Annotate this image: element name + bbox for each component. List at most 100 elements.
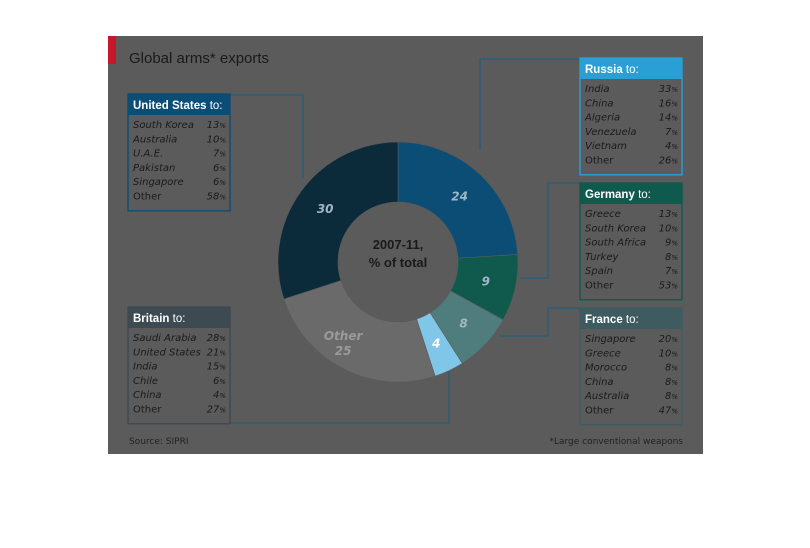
panel-title: Britain to: — [133, 313, 185, 325]
share-value: 10% — [207, 134, 227, 145]
destination-spain: Spain — [585, 266, 613, 277]
share-value: 16% — [659, 98, 679, 109]
connector-us — [229, 94, 304, 178]
destination-other: Other — [585, 281, 614, 292]
share-value: 8% — [665, 252, 678, 263]
share-value: 33% — [659, 84, 679, 95]
share-value: 15% — [207, 362, 227, 373]
share-value: 27% — [207, 405, 227, 416]
destination-india: India — [133, 362, 158, 373]
share-value: 7% — [213, 149, 226, 160]
destination-singapore: Singapore — [133, 177, 184, 188]
destination-south-korea: South Korea — [585, 223, 646, 234]
destination-pakistan: Pakistan — [133, 163, 175, 174]
slice-russia — [397, 141, 519, 259]
destination-saudi-arabia: Saudi Arabia — [133, 333, 196, 344]
destination-vietnam: Vietnam — [585, 141, 627, 152]
connector-germany — [520, 182, 580, 279]
destination-india: India — [585, 84, 610, 95]
destination-turkey: Turkey — [585, 252, 619, 263]
share-value: 9% — [665, 238, 678, 249]
connector-france — [500, 307, 580, 337]
panel-header — [580, 308, 682, 329]
share-value: 7% — [665, 266, 678, 277]
share-value: 6% — [213, 163, 226, 174]
panel-country: Germany — [585, 189, 638, 201]
share-value: 13% — [207, 120, 227, 131]
share-value: 53% — [659, 281, 679, 292]
destination-venezuela: Venezuela — [585, 127, 637, 138]
slice-label-germany: 9 — [482, 275, 490, 289]
center-label-line1: 2007-11, — [373, 237, 424, 252]
destination-south-korea: South Korea — [133, 120, 194, 131]
destination-other: Other — [585, 156, 614, 167]
source-note: Source: SIPRI — [129, 437, 189, 447]
slice-label-other: 25 — [335, 344, 352, 358]
panel-suffix: to: — [626, 314, 639, 326]
panel-suffix: to: — [626, 64, 639, 76]
center-label-line2: % of total — [369, 255, 428, 270]
footnote: *Large conventional weapons — [549, 437, 683, 447]
share-value: 7% — [665, 127, 678, 138]
share-value: 8% — [665, 363, 678, 374]
destination-united-states: United States — [133, 347, 201, 358]
panel-country: Britain — [133, 313, 173, 325]
share-value: 28% — [207, 333, 227, 344]
share-value: 20% — [659, 334, 679, 345]
panel-suffix: to: — [638, 189, 651, 201]
slice-united-states — [277, 141, 399, 300]
share-value: 26% — [659, 156, 679, 167]
share-value: 10% — [659, 223, 679, 234]
destination-other: Other — [133, 405, 162, 416]
panel-header — [580, 183, 682, 204]
panel-britain: Britain to: Saudi Arabia 28% United States 2… — [127, 306, 231, 425]
destination-singapore: Singapore — [585, 334, 636, 345]
brand-flag — [108, 36, 116, 64]
share-value: 4% — [665, 141, 678, 152]
panel-us: United States to: South Korea 13% Australia… — [127, 93, 231, 212]
panel-germany: Germany to: Greece 13% South Korea 10% South … — [579, 182, 683, 301]
share-value: 14% — [659, 113, 679, 124]
share-value: 8% — [665, 391, 678, 402]
slice-label-russia: 24 — [451, 189, 468, 203]
destination-china: China — [585, 377, 614, 388]
panel-header — [580, 58, 682, 79]
share-value: 58% — [207, 192, 227, 203]
slice-label-united-states: 30 — [317, 202, 334, 216]
panel-title: Russia to: — [585, 64, 639, 76]
destination-australia: Australia — [132, 134, 177, 145]
slice-text-other: Other — [324, 329, 364, 343]
panel-suffix: to: — [210, 100, 223, 112]
panel-country: Russia — [585, 64, 626, 76]
slice-label-britain: 4 — [431, 336, 440, 350]
chart-title: Global arms* exports — [129, 50, 269, 67]
destination-u-a-e: U.A.E. — [133, 149, 163, 160]
share-value: 4% — [213, 390, 226, 401]
connector-lines — [229, 58, 580, 424]
destination-morocco: Morocco — [585, 363, 627, 374]
panel-france: France to: Singapore 20% Greece 10% Morocco 8%… — [579, 307, 683, 426]
destination-other: Other — [133, 192, 162, 203]
panel-title: Germany to: — [585, 189, 651, 201]
panel-header — [128, 307, 230, 328]
panel-russia: Russia to: India 33% China 16% Algeria 14% Vene… — [579, 57, 683, 176]
destination-other: Other — [585, 406, 614, 417]
share-value: 6% — [213, 376, 226, 387]
panel-suffix: to: — [173, 313, 186, 325]
connector-russia — [479, 58, 580, 150]
destination-china: China — [585, 98, 614, 109]
share-value: 6% — [213, 177, 226, 188]
destination-greece: Greece — [585, 209, 621, 220]
destination-australia: Australia — [584, 391, 629, 402]
destination-greece: Greece — [585, 348, 621, 359]
connector-britain — [230, 360, 450, 424]
share-value: 47% — [659, 406, 679, 417]
panel-country: United States — [133, 100, 210, 112]
panel-title: United States to: — [133, 100, 222, 112]
destination-algeria: Algeria — [584, 113, 620, 124]
country-panels: United States to: South Korea 13% Australia… — [127, 57, 683, 426]
destination-chile: Chile — [133, 376, 158, 387]
share-value: 21% — [207, 347, 227, 358]
